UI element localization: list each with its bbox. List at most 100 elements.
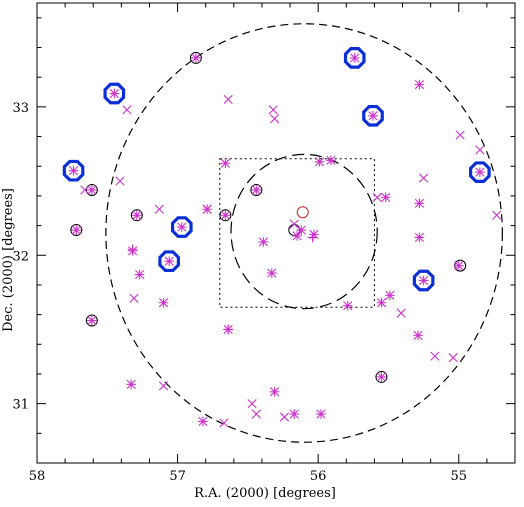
cross-point xyxy=(419,173,429,183)
cross-point xyxy=(80,185,90,195)
y-axis-label: Dec. (2000) [degrees] xyxy=(1,188,16,332)
small-field-circle xyxy=(230,153,378,310)
circle-marker xyxy=(250,183,263,196)
asterisk-point xyxy=(220,158,231,169)
asterisk-point xyxy=(418,275,429,286)
asterisk-point xyxy=(266,268,277,278)
cross-point xyxy=(279,412,290,422)
y-tick-label: 32 xyxy=(12,249,29,264)
cross-point xyxy=(122,105,132,115)
cross-point xyxy=(223,94,233,105)
axes: 58 57 56 55 31 32 33 xyxy=(12,2,516,484)
plus-point xyxy=(223,324,234,335)
highlight-octagon xyxy=(469,161,491,183)
cross-point xyxy=(455,130,465,140)
x-tick-label: 56 xyxy=(310,469,327,484)
highlight-octagon xyxy=(62,159,85,182)
cross-point xyxy=(158,381,169,391)
asterisk-point xyxy=(134,269,145,280)
asterisk-point xyxy=(414,232,425,243)
circle-marker xyxy=(189,51,202,64)
asterisk-point xyxy=(314,156,325,167)
asterisk-point xyxy=(86,185,97,195)
asterisk-point xyxy=(376,372,387,382)
asterisk-point xyxy=(251,185,262,195)
circle-marker xyxy=(70,224,83,237)
cross-point xyxy=(430,351,440,361)
asterisk-point xyxy=(414,198,425,209)
cross-point xyxy=(219,418,229,428)
asterisk-point xyxy=(109,88,120,99)
asterisk-point xyxy=(376,297,387,308)
asterisk-point xyxy=(453,260,464,271)
asterisk-point xyxy=(414,79,425,90)
highlight-octagon xyxy=(412,269,435,292)
asterisk-point xyxy=(316,409,326,419)
circle-marker xyxy=(85,314,98,327)
highlight-octagon xyxy=(362,104,384,127)
y-tick-label: 31 xyxy=(12,398,29,413)
cross-point xyxy=(202,204,212,214)
x-tick-label: 55 xyxy=(450,469,467,484)
x-tick-label: 57 xyxy=(169,469,186,484)
field-square xyxy=(219,158,375,308)
asterisk-point xyxy=(413,330,423,341)
cross-point xyxy=(251,409,261,419)
asterisk-point xyxy=(164,256,174,267)
circle-marker xyxy=(85,183,98,196)
asterisk-point xyxy=(475,167,485,177)
cross-point xyxy=(247,399,257,409)
cross-point xyxy=(270,114,280,124)
circle-marker xyxy=(219,209,232,222)
asterisk-point xyxy=(309,229,319,240)
x-axis-label: R.A. (2000) [degrees] xyxy=(194,486,336,501)
highlight-octagon xyxy=(103,82,126,105)
field-overlays xyxy=(105,23,503,443)
asterisk-point xyxy=(131,210,142,221)
cross-point xyxy=(396,308,406,318)
circle-marker xyxy=(130,209,143,222)
asterisk-point xyxy=(292,231,302,241)
asterisk-point xyxy=(68,165,79,176)
asterisk-point xyxy=(71,225,82,235)
large-field-circle xyxy=(105,23,503,443)
plus-point xyxy=(127,244,138,255)
asterisk-point xyxy=(198,416,208,427)
data-points xyxy=(62,47,502,428)
asterisk-point xyxy=(126,379,137,390)
cross-point xyxy=(154,204,164,214)
red-circle-marker xyxy=(296,206,309,219)
asterisk-point xyxy=(86,315,97,326)
asterisk-point xyxy=(385,290,395,301)
cross-point xyxy=(129,293,139,303)
asterisk-point xyxy=(349,53,360,63)
highlight-octagon xyxy=(343,47,366,69)
asterisk-point xyxy=(368,110,378,121)
cross-point xyxy=(372,192,382,202)
plot-frame xyxy=(36,2,516,464)
cross-point xyxy=(492,210,502,220)
asterisk-point xyxy=(325,155,336,166)
highlight-octagon xyxy=(170,216,193,238)
asterisk-point xyxy=(158,297,169,308)
cross-point xyxy=(289,219,299,229)
circle-marker xyxy=(375,370,388,383)
asterisk-point xyxy=(342,300,353,311)
y-tick-label: 33 xyxy=(12,101,29,116)
highlight-octagon xyxy=(158,250,180,273)
cross-point xyxy=(448,353,458,363)
x-tick-label: 58 xyxy=(29,469,46,484)
cross-point xyxy=(115,176,125,186)
asterisk-point xyxy=(220,210,231,221)
asterisk-point xyxy=(258,237,269,247)
plus-point xyxy=(307,232,318,243)
cross-point xyxy=(475,145,485,155)
asterisk-point xyxy=(176,222,187,232)
asterisk-point xyxy=(380,192,391,203)
asterisk-point xyxy=(191,53,201,63)
cross-point xyxy=(268,105,278,115)
asterisk-point xyxy=(296,225,307,235)
asterisk-point xyxy=(269,386,280,397)
